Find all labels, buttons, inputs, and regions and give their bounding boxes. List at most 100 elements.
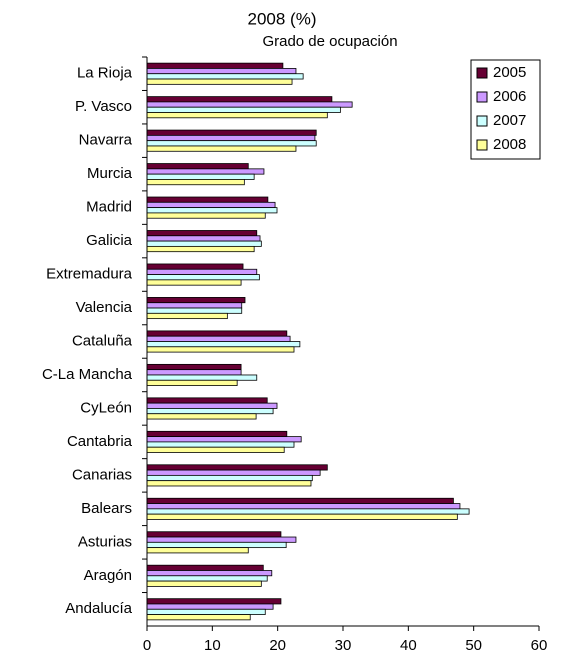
bar	[146, 541, 287, 549]
y-tick-label: CyLeón	[80, 399, 132, 416]
bar	[146, 508, 470, 515]
y-tick-label: Navarra	[79, 132, 133, 149]
bar	[146, 575, 268, 582]
legend-swatch	[476, 115, 488, 127]
bar	[146, 531, 282, 538]
y-tick-label: La Rioja	[77, 65, 133, 82]
bar	[146, 374, 258, 381]
bar	[146, 62, 284, 69]
bar	[146, 140, 317, 147]
bar	[146, 163, 249, 170]
bar	[146, 446, 285, 453]
bar	[146, 480, 312, 487]
legend-label: 2008	[493, 136, 526, 153]
bar	[146, 503, 461, 510]
x-tick-label: 0	[143, 637, 151, 653]
bar	[146, 302, 243, 309]
bar	[146, 564, 264, 571]
y-tick-label: Balears	[81, 500, 132, 517]
bar	[146, 245, 255, 253]
legend-label: 2005	[493, 64, 526, 81]
bar	[146, 598, 282, 605]
bar	[146, 335, 291, 342]
bar	[146, 402, 278, 409]
bar	[146, 330, 288, 337]
y-tick-label: Asturias	[78, 533, 132, 550]
y-tick-label: Murcia	[87, 165, 133, 182]
bar	[146, 474, 313, 482]
bar	[146, 369, 242, 376]
y-tick-label: Madrid	[86, 199, 132, 216]
y-tick-label: Cataluña	[72, 332, 133, 349]
bar	[146, 497, 454, 504]
x-tick-label: 40	[400, 637, 417, 653]
bar	[146, 469, 321, 476]
bar	[146, 240, 262, 247]
bar	[146, 73, 304, 80]
bar	[146, 263, 244, 270]
bar	[146, 513, 458, 520]
legend-label: 2006	[493, 88, 526, 105]
x-tick-label: 30	[335, 637, 352, 653]
bar	[146, 413, 257, 420]
bar	[146, 179, 245, 186]
y-tick-label: Galicia	[86, 232, 133, 249]
y-tick-label: Aragón	[84, 567, 132, 584]
x-tick-label: 50	[465, 637, 482, 653]
chart-subtitle: Grado de ocupación	[262, 33, 397, 50]
bar	[146, 441, 295, 448]
y-tick-label: Andalucía	[65, 600, 132, 617]
bar	[146, 608, 266, 615]
bar	[146, 580, 262, 587]
bar	[146, 168, 265, 175]
bar	[146, 570, 273, 577]
y-tick-label: Canarias	[72, 466, 132, 483]
bar	[146, 436, 302, 443]
bar	[146, 346, 295, 353]
bar	[146, 235, 261, 242]
y-tick-label: Cantabria	[67, 433, 133, 450]
bar	[146, 207, 278, 214]
x-tick-label: 10	[204, 637, 221, 653]
bar	[146, 68, 297, 75]
bar	[146, 274, 260, 281]
bar	[146, 614, 251, 621]
legend-label: 2007	[493, 112, 526, 129]
bar	[146, 106, 341, 113]
bar	[146, 464, 328, 471]
bar	[146, 96, 333, 103]
bar	[146, 101, 353, 108]
bar	[146, 363, 242, 371]
chart-title: 2008 (%)	[248, 9, 317, 28]
y-tick-label: Extremadura	[46, 266, 133, 283]
bar	[146, 112, 328, 119]
y-tick-label: Valencia	[76, 299, 133, 316]
bar	[146, 603, 274, 610]
bar	[146, 268, 258, 275]
legend-swatch	[476, 139, 488, 151]
y-tick-label: P. Vasco	[75, 98, 132, 115]
bar	[146, 279, 242, 286]
bar	[146, 145, 297, 152]
x-tick-label: 60	[531, 637, 548, 653]
bar	[146, 536, 297, 543]
bar	[146, 201, 276, 209]
bar	[146, 129, 317, 136]
bar	[146, 312, 228, 320]
bar	[146, 173, 255, 180]
y-tick-label: C-La Mancha	[42, 366, 133, 383]
bar	[146, 78, 293, 85]
legend-swatch	[476, 67, 488, 79]
bar	[146, 408, 274, 415]
bar	[146, 307, 243, 314]
x-tick-label: 20	[269, 637, 286, 653]
bar	[146, 134, 316, 142]
bar	[146, 341, 301, 348]
bar	[146, 196, 269, 203]
bar	[146, 379, 238, 386]
bar	[146, 230, 258, 237]
bar	[146, 297, 246, 304]
legend-swatch	[476, 91, 488, 103]
bar	[146, 547, 249, 554]
